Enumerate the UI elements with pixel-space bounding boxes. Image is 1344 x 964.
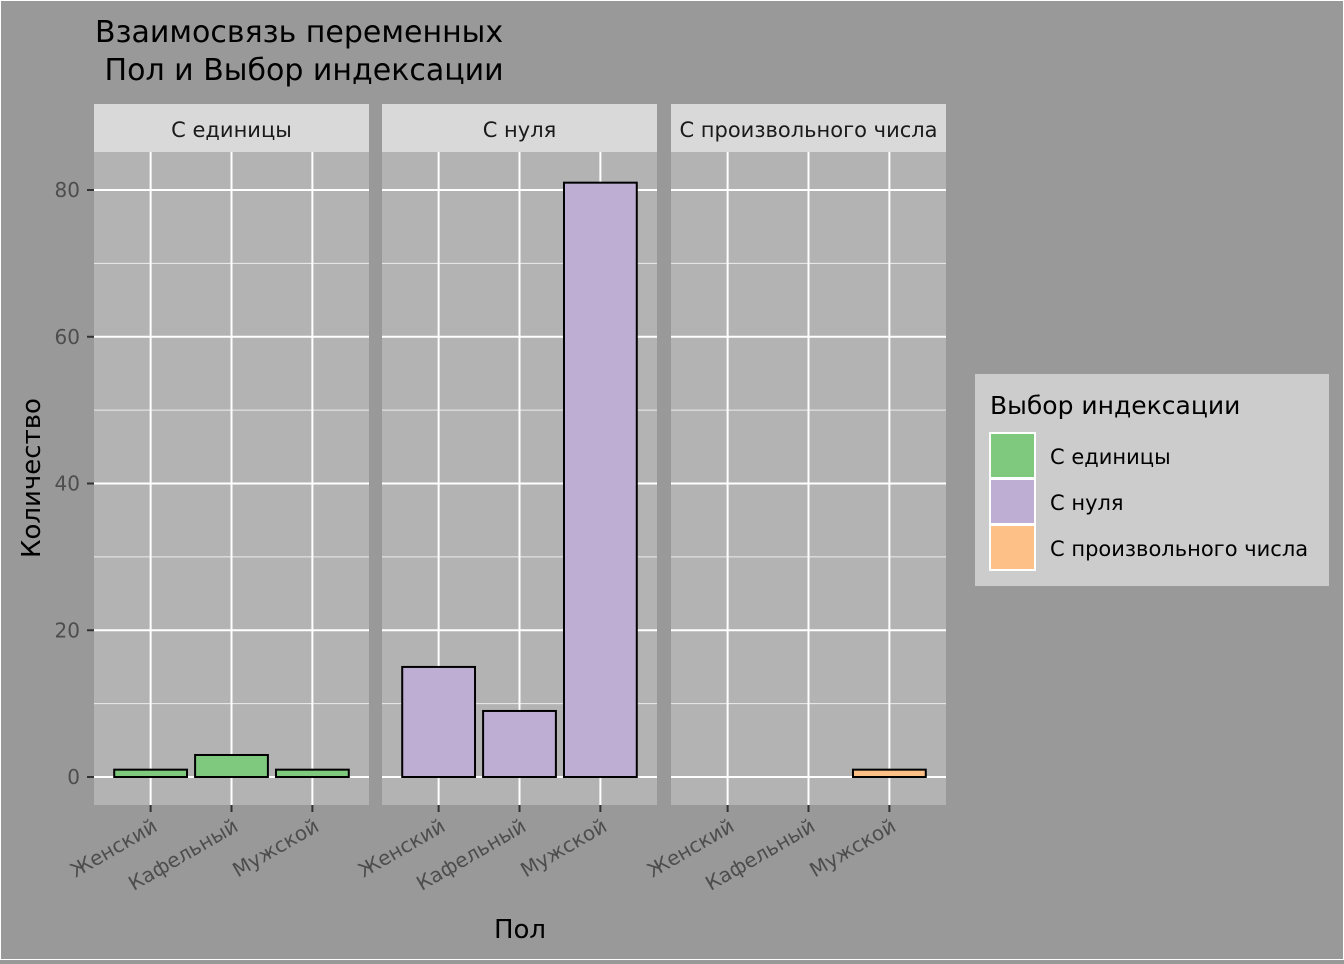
legend-swatch bbox=[989, 478, 1036, 525]
bar bbox=[482, 709, 557, 779]
y-axis-label: Количество bbox=[17, 398, 47, 558]
bar bbox=[274, 768, 350, 778]
chart-title-line-2: Пол и Выбор индексации bbox=[95, 53, 504, 88]
facet-strip bbox=[671, 104, 946, 152]
legend-title: Выбор индексации bbox=[990, 391, 1240, 420]
y-tick-label: 40 bbox=[55, 472, 80, 496]
legend: Выбор индексации С единицы С нуля С произв… bbox=[975, 374, 1329, 586]
legend-item-label: С произвольного числа bbox=[1050, 537, 1308, 561]
legend-swatch bbox=[989, 524, 1036, 571]
facet-strip-label: С единицы bbox=[171, 118, 292, 142]
y-tick-label: 60 bbox=[55, 325, 80, 349]
y-tick-label: 80 bbox=[55, 178, 80, 202]
bar bbox=[401, 665, 477, 778]
y-tick-label: 0 bbox=[67, 765, 80, 789]
y-axis: 0 20 40 60 80 bbox=[55, 178, 94, 789]
facet-strip bbox=[94, 104, 369, 152]
y-tick-label: 20 bbox=[55, 618, 80, 642]
bar bbox=[113, 768, 189, 778]
facet-panel: С произвольного числаЖенскийКафельныйМуж… bbox=[643, 104, 946, 895]
facet-strip-label: С нуля bbox=[483, 118, 557, 142]
legend-item-label: С единицы bbox=[1050, 445, 1171, 469]
legend-swatch bbox=[989, 432, 1036, 479]
bar bbox=[194, 753, 269, 778]
chart-title-line-1: Взаимосвязь переменных bbox=[95, 15, 503, 50]
facet-strip-label: С произвольного числа bbox=[679, 118, 937, 142]
x-axis-label: Пол bbox=[494, 915, 546, 945]
bar bbox=[562, 181, 638, 779]
legend-item-label: С нуля bbox=[1050, 491, 1124, 515]
facet-strip bbox=[382, 104, 657, 152]
bar bbox=[851, 768, 927, 778]
chart-title: Взаимосвязь переменных Пол и Выбор индек… bbox=[95, 15, 504, 88]
